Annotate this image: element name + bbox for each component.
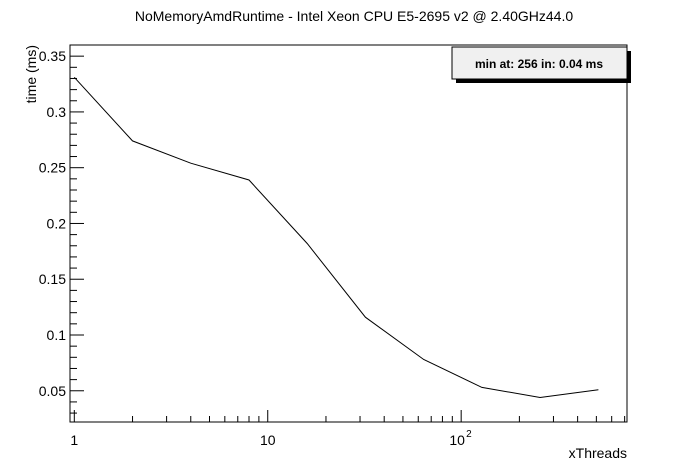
x-axis-label: xThreads [569, 445, 627, 461]
x-tick-label: 10 [449, 432, 465, 448]
series-group [73, 76, 599, 399]
chart-title: NoMemoryAmdRuntime - Intel Xeon CPU E5-2… [135, 8, 574, 24]
x-tick-exponent: 2 [466, 429, 472, 440]
y-tick-label: 0.15 [39, 271, 66, 287]
annotation-text: min at: 256 in: 0.04 ms [475, 57, 603, 71]
plot-frame [69, 44, 628, 423]
y-tick-label: 0.1 [47, 327, 67, 343]
y-axis: 0.05 0.1 0.15 0.2 0.25 0.3 0.35 [39, 44, 84, 414]
y-tick-label: 0.25 [39, 160, 66, 176]
x-tick-label: 1 [70, 432, 78, 448]
y-tick-label: 0.35 [39, 48, 66, 64]
y-tick-label: 0.2 [47, 215, 67, 231]
series-line [73, 76, 599, 399]
y-tick-label: 0.3 [47, 104, 67, 120]
x-axis: 1 10 10 2 [70, 410, 626, 448]
y-tick-label: 0.05 [39, 383, 66, 399]
y-axis-label: time (ms) [23, 45, 39, 103]
annotation-box: min at: 256 in: 0.04 ms [451, 46, 631, 83]
x-tick-label: 10 [260, 432, 276, 448]
